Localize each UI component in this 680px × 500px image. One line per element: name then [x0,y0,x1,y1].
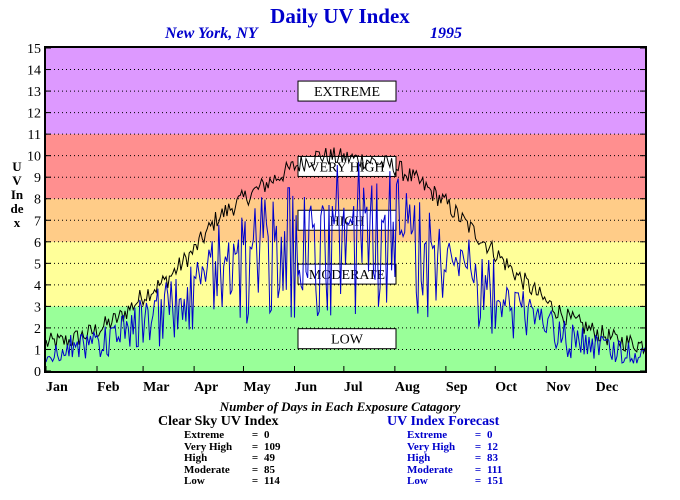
band-label: HIGH [330,214,365,229]
row-value: 0 [487,429,493,441]
band-label-box [297,80,397,102]
chart-title: Daily UV Index [270,4,410,28]
y-tick-label: 9 [34,171,41,186]
y-tick-label: 13 [27,85,41,100]
equals-sign: = [474,429,482,441]
row-value: 111 [487,463,503,476]
equals-sign: = [474,440,482,453]
row-value: 151 [487,475,504,487]
clear-sky-row: Low = 114 [158,475,281,488]
equals-sign: = [474,452,482,464]
row-value: 0 [264,429,270,441]
series-clear-sky-uv-index [45,147,646,355]
x-tick-label: Nov [546,380,570,395]
forecast-row: Low = 151 [387,475,504,488]
band-label-box [297,328,397,350]
forecast-row: Extreme = 0 [387,429,504,442]
row-label: Low [184,475,205,487]
x-tick-label: Jun [294,380,317,395]
equals-sign: = [251,440,259,453]
row-label: Moderate [184,463,230,476]
x-tick-label: Sep [446,380,468,395]
row-label: High [407,452,431,464]
row-value: 83 [487,452,498,464]
forecast-title: UV Index Forecast [387,414,500,429]
forecast-row: Very High = 12 [387,440,504,454]
equals-sign: = [251,429,259,441]
band-label: VERY HIGH [309,160,384,175]
y-tick-label: 2 [34,322,41,337]
equals-sign: = [251,452,259,464]
row-value: 85 [264,463,275,476]
clear-sky-title: Clear Sky UV Index [158,414,279,429]
x-tick-label: Feb [97,380,120,395]
x-tick-label: Dec [596,380,619,395]
y-tick-label: 15 [27,42,41,57]
x-tick-label: Aug [395,380,420,395]
clear-sky-row: Moderate = 85 [158,463,281,477]
x-tick-label: Jan [46,380,68,395]
y-tick-label: 3 [34,300,41,315]
equals-sign: = [251,475,259,487]
band-label: EXTREME [314,85,380,100]
row-value: 49 [264,452,275,464]
row-label: Very High [184,440,233,453]
y-tick-label: 0 [34,365,41,380]
plot-frame [44,46,647,373]
x-tick-label: Oct [495,380,517,395]
clear-sky-counts: Clear Sky UV Index Extreme = 0 Very High = 1… [158,414,281,488]
clear-sky-row: Very High = 109 [158,440,281,454]
y-tick-label: 12 [27,107,41,122]
row-value: 114 [264,475,280,487]
y-tick-label: 8 [34,193,41,208]
forecast-counts: UV Index Forecast Extreme = 0 Very High = 12… [387,414,504,488]
location-label: New York, NY [165,25,258,42]
y-tick-label: 14 [27,64,41,79]
equals-sign: = [251,463,259,476]
y-tick-label: 6 [34,236,41,251]
row-label: Moderate [407,463,453,476]
clear-sky-row: High = 49 [158,452,281,465]
equals-sign: = [474,475,482,487]
row-label: Extreme [407,429,448,441]
year-label: 1995 [430,25,462,42]
y-tick-label: 4 [34,279,41,294]
row-label: High [184,452,208,464]
series-lines [45,147,646,364]
row-value: 109 [264,440,281,453]
x-axis-ticks: Jan Feb Mar Apr May Jun Jul Aug Sep Oct Nov Dec [45,366,619,395]
x-tick-label: Jul [344,380,363,395]
x-tick-label: May [243,380,270,395]
row-label: Extreme [184,429,225,441]
equals-sign: = [474,463,482,476]
row-label: Very High [407,440,456,453]
y-tick-label: 7 [34,214,41,229]
y-axis-label: UV Index [10,159,24,230]
x-tick-label: Mar [143,380,169,395]
x-tick-label: Apr [194,380,218,395]
forecast-row: High = 83 [387,452,504,465]
clear-sky-row: Extreme = 0 [158,429,281,442]
y-tick-label: 11 [28,128,41,143]
counts-title: Number of Days in Each Exposure Catagory [219,399,461,414]
y-tick-label: 5 [34,257,41,272]
y-tick-label: 1 [34,343,41,358]
series-uv-index-forecast [45,162,646,364]
forecast-row: Moderate = 111 [387,463,504,477]
row-value: 12 [487,440,498,453]
band-label: LOW [331,333,364,348]
y-tick-label: 10 [27,150,41,165]
row-label: Low [407,475,428,487]
